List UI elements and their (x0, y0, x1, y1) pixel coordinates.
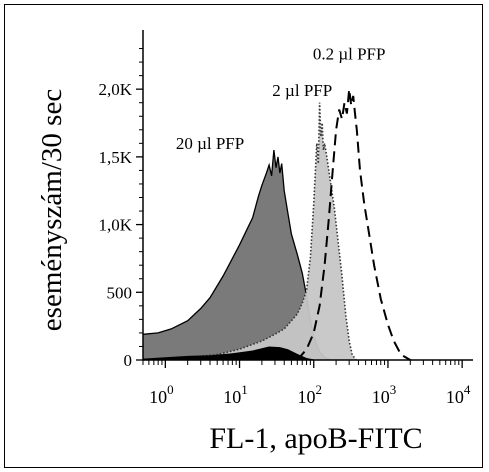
histogram-chart: eseményszám/30 sec FL-1, apoB-FITC 0 500 1… (36, 30, 473, 455)
x-axis-label: FL-1, apoB-FITC (209, 422, 422, 455)
plot-area (142, 89, 411, 361)
chart-text: eseményszám/30 sec FL-1, apoB-FITC 0 500 1… (36, 44, 471, 455)
series-annotation-0: 0.2 µl PFP (313, 44, 386, 63)
series-black-area (143, 346, 317, 360)
y-tick-label: 0 (124, 351, 133, 370)
x-tick-label: 101 (223, 382, 248, 407)
figure-frame: eseményszám/30 sec FL-1, apoB-FITC 0 500 1… (4, 4, 483, 468)
series-2ul-area (143, 102, 356, 360)
x-tick-label: 104 (446, 382, 471, 407)
x-tick-label: 102 (297, 382, 322, 407)
series-20ul-area (143, 150, 331, 360)
y-axis-label: eseményszám/30 sec (36, 89, 68, 331)
x-tick-label: 103 (372, 382, 397, 407)
series-annotation-1: 2 µl PFP (272, 81, 332, 100)
series-annotation-2: 20 µl PFP (176, 134, 244, 153)
x-tick-label: 100 (149, 382, 174, 407)
y-tick-label: 1,0K (98, 216, 132, 235)
y-tick-label: 500 (107, 283, 133, 302)
series-02ul-line (296, 89, 411, 361)
y-tick-label: 1,5K (98, 148, 132, 167)
axes (136, 30, 473, 368)
y-tick-label: 2,0K (98, 80, 132, 99)
series-2ul-outline (142, 102, 357, 361)
